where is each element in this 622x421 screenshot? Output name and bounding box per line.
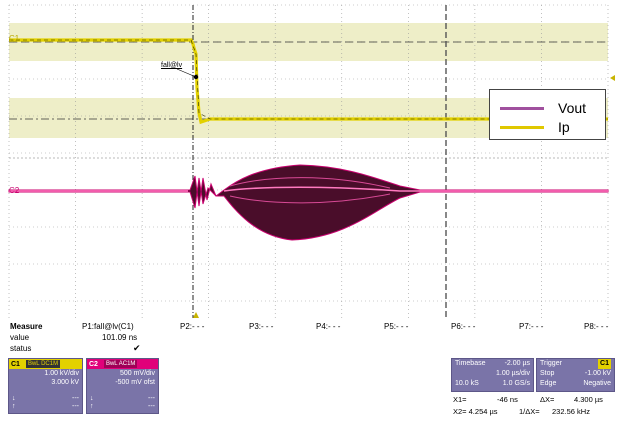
channel-c1-coupling: BwL DC1M	[25, 360, 61, 368]
channel-c2-coupling: BwL AC1M	[103, 360, 138, 368]
cursor-x1-value: -46 ns	[497, 395, 518, 404]
channel-c1-vdiv: 1.00 kV/div	[44, 370, 79, 377]
legend-label-ip: Ip	[558, 119, 570, 135]
legend: Vout Ip	[489, 89, 606, 140]
channel-c1-tag: C1	[11, 360, 20, 368]
channel-c1-up: ↑ ---	[12, 403, 79, 410]
scope-display	[8, 4, 615, 318]
channel-c2-tag: C2	[89, 360, 98, 368]
measure-slot-p3[interactable]: P3:- - -	[249, 322, 274, 331]
arrow-up-icon: ↑	[90, 403, 94, 410]
legend-item-vout: Vout	[500, 100, 586, 116]
timebase-panel[interactable]: Timebase -2.00 µs 1.00 µs/div 10.0 kS 1.0 …	[451, 358, 534, 392]
legend-item-ip: Ip	[500, 119, 570, 135]
trigger-channel-chip: C1	[598, 359, 611, 369]
legend-swatch-ip	[500, 125, 544, 129]
c2-waveform-inner	[229, 177, 391, 189]
channel-c1-panel[interactable]: C1 BwL DC1M 1.00 kV/div 3.000 kV ↓ --- ↑ -…	[8, 358, 83, 414]
measure-slot-p6[interactable]: P6:- - -	[451, 322, 476, 331]
measure-slot-p8[interactable]: P8:- - -	[584, 322, 609, 331]
channel-c2-up: ↑ ---	[90, 403, 155, 410]
trigger-mode-row: Stop -1.00 kV	[540, 370, 611, 377]
arrow-up-icon: ↑	[12, 403, 16, 410]
channel-c1-offset: 3.000 kV	[51, 379, 79, 386]
c1-marker[interactable]: C1	[9, 34, 20, 43]
channel-c2-down: ↓ ---	[90, 395, 155, 402]
cursor-inv-value: 232.56 kHz	[552, 407, 590, 416]
c2-waveform	[9, 186, 608, 192]
trigger-header: Trigger C1	[540, 359, 611, 369]
arrow-down-icon: ↓	[90, 395, 94, 402]
measure-value-label: value	[10, 333, 30, 342]
trigger-level-marker	[610, 75, 615, 81]
waveform-markers	[176, 68, 615, 318]
channel-c2-offset: -500 mV ofst	[115, 379, 155, 386]
measure-slot-p7[interactable]: P7:- - -	[519, 322, 544, 331]
measure-slot-p4[interactable]: P4:- - -	[316, 322, 341, 331]
measure-param-p1[interactable]: P1:fall@lv(C1)	[82, 322, 134, 331]
waveform-traces	[8, 38, 609, 241]
channel-c2-panel[interactable]: C2 BwL AC1M 500 mV/div -500 mV ofst ↓ ---…	[86, 358, 159, 414]
timebase-div-row: 1.00 µs/div	[496, 370, 530, 377]
legend-label-vout: Vout	[558, 100, 587, 116]
cursor-inv-label: 1/ΔX=	[519, 407, 540, 416]
check-icon: ✔	[133, 343, 141, 353]
legend-swatch-vout	[500, 106, 544, 110]
cursor-dx-value: 4.300 µs	[574, 395, 603, 404]
arrow-down-icon: ↓	[12, 395, 16, 402]
cursor-dx-label: ΔX=	[540, 395, 555, 404]
cursor-fall-label: fall@lv	[161, 62, 183, 69]
trigger-type-row: Edge Negative	[540, 380, 611, 387]
c1-waveform-center	[9, 39, 608, 120]
measure-status-label: status	[10, 344, 32, 353]
cursor-fall-leader	[176, 68, 197, 78]
channel-c2-header: C2 BwL AC1M	[87, 359, 158, 369]
c2-marker[interactable]: C2	[9, 186, 20, 195]
timebase-sample-row: 10.0 kS 1.0 GS/s	[455, 380, 530, 387]
channel-c1-header: C1 BwL DC1M	[9, 359, 82, 369]
trigger-position-marker	[193, 312, 199, 318]
measure-slot-p2[interactable]: P2:- - -	[180, 322, 205, 331]
measure-value: 101.09 ns	[102, 333, 138, 342]
timebase-header: Timebase -2.00 µs	[455, 360, 530, 367]
cursor-x1-label: X1=	[453, 395, 467, 404]
measure-title: Measure	[10, 322, 43, 331]
cursor-x2-readout: X2= 4.254 µs	[453, 407, 498, 416]
trigger-panel[interactable]: Trigger C1 Stop -1.00 kV Edge Negative	[536, 358, 615, 392]
c2-waveform-inner	[229, 193, 391, 204]
measure-slot-p5[interactable]: P5:- - -	[384, 322, 409, 331]
channel-c1-down: ↓ ---	[12, 395, 79, 402]
channel-c2-vdiv: 500 mV/div	[119, 370, 155, 377]
